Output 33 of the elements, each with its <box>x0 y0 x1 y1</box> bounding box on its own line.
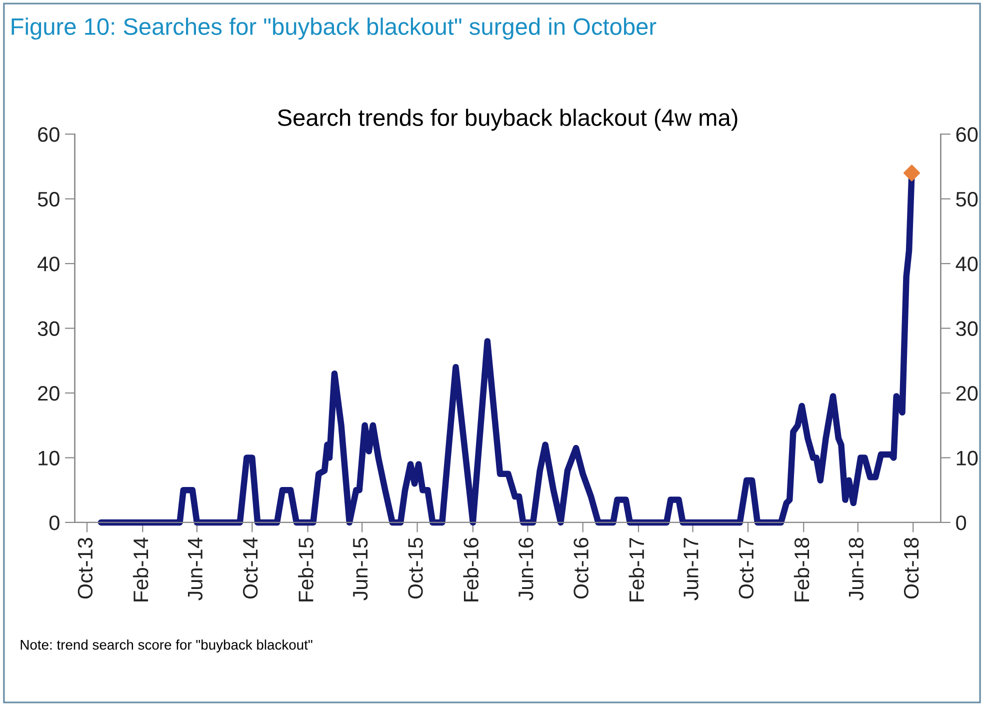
x-tick-label: Jun-14 <box>188 538 203 600</box>
y2-tick-label: 40 <box>956 256 978 272</box>
y-tick-label: 10 <box>38 450 60 466</box>
y-tick-label: 20 <box>38 386 60 401</box>
y-tick-label: 0 <box>49 515 60 530</box>
y2-tick-label: 50 <box>956 192 978 207</box>
x-tick-label: Oct-18 <box>904 538 919 599</box>
x-tick-label: Feb-17 <box>628 538 644 602</box>
x-tick-label: Feb-14 <box>132 538 148 602</box>
x-tick-label: Oct-15 <box>408 538 423 599</box>
x-tick-label: Oct-13 <box>78 538 93 599</box>
y2-tick-label: 30 <box>956 321 978 336</box>
x-tick-label: Jun-17 <box>684 538 698 600</box>
x-tick-label: Oct-14 <box>242 538 258 599</box>
y2-tick-label: 60 <box>956 127 978 142</box>
x-tick-label: Feb-15 <box>298 538 314 602</box>
text: Note: trend search score for "buyback blackout" <box>20 640 312 652</box>
y-tick-label: 30 <box>38 321 60 336</box>
x-tick-label: Feb-18 <box>794 538 810 602</box>
chart-title: Figure 10: Searches for "buyback blackout" surged in October <box>12 18 656 40</box>
y-tick-label: 60 <box>38 127 60 142</box>
x-tick-label: Oct-17 <box>738 538 754 599</box>
x-tick-label: Feb-16 <box>463 538 478 602</box>
x-tick-label: Jun-18 <box>848 538 864 600</box>
x-tick-label: Jun-15 <box>353 538 368 600</box>
x-tick-label: Oct-16 <box>574 538 588 599</box>
chart-subtitle: Search trends for buyback blackout (4w ma) <box>278 108 738 131</box>
y-tick-label: 40 <box>38 256 60 272</box>
x-tick-label: Jun-16 <box>518 538 534 600</box>
y2-tick-label: 10 <box>956 450 978 466</box>
y2-tick-label: 0 <box>956 515 966 530</box>
y2-tick-label: 20 <box>956 386 978 401</box>
y-tick-label: 50 <box>38 192 60 207</box>
